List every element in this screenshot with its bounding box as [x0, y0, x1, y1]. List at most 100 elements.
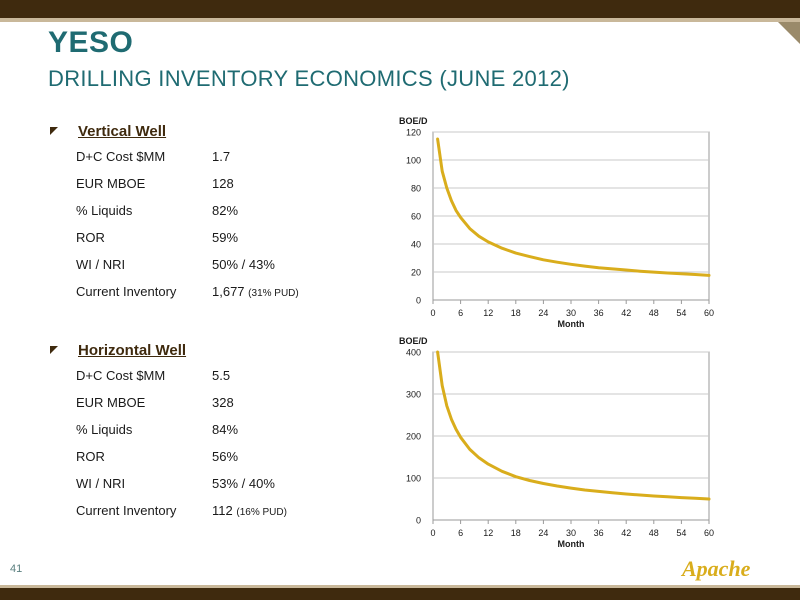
metric-value-text: 82% — [212, 203, 239, 218]
x-tick-label: 42 — [621, 308, 631, 318]
x-tick-label: 36 — [594, 308, 604, 318]
corner-fold — [778, 22, 800, 44]
metric-label: % Liquids — [76, 422, 133, 437]
metric-note: (31% PUD) — [248, 288, 299, 299]
y-axis-label: BOE/D — [399, 336, 428, 346]
y-tick-label: 300 — [406, 390, 421, 400]
metric-value-text: 59% — [212, 230, 239, 245]
vertical-metric-row: Current Inventory 1,677 (31% PUD) — [76, 278, 380, 305]
top-bar-accent — [0, 18, 800, 22]
horizontal-metric-row: % Liquids 84% — [76, 416, 380, 443]
metric-value: 56% — [212, 449, 238, 464]
decline-curve-line — [436, 350, 711, 501]
metric-note: (16% PUD) — [236, 507, 287, 518]
x-tick-label: 6 — [458, 308, 463, 318]
bottom-bar — [0, 588, 800, 600]
y-tick-label: 120 — [406, 128, 421, 138]
metric-value: 82% — [212, 203, 238, 218]
y-tick-label: 100 — [406, 474, 421, 484]
x-tick-label: 18 — [511, 308, 521, 318]
horizontal-well-decline-chart: 0 100 200 300 400 0 6 12 18 24 30 36 42 48 54 60 BOE/D Mo… — [399, 336, 714, 549]
bullet-icon — [50, 127, 58, 135]
metric-label: ROR — [76, 230, 105, 245]
metric-value: 53% / 40% — [212, 476, 275, 491]
metric-value-text: 328 — [212, 395, 234, 410]
y-tick-label: 0 — [416, 516, 421, 526]
vertical-metric-row: WI / NRI 50% / 43% — [76, 251, 380, 278]
y-tick-label: 40 — [411, 240, 421, 250]
vertical-well-metrics: D+C Cost $MM 1.7 EUR MBOE 128 % Liquids 82% RO… — [76, 143, 380, 305]
metric-value-text: 84% — [212, 422, 239, 437]
metric-label: Current Inventory — [76, 503, 177, 518]
x-axis-label: Month — [558, 319, 585, 329]
vertical-metric-row: % Liquids 82% — [76, 197, 380, 224]
metric-label: WI / NRI — [76, 476, 126, 491]
x-tick-label: 18 — [511, 528, 521, 538]
metric-label: D+C Cost $MM — [76, 368, 166, 383]
x-tick-label: 54 — [676, 308, 686, 318]
x-tick-label: 42 — [621, 528, 631, 538]
apache-logo: Apache — [682, 556, 751, 581]
x-tick-label: 24 — [538, 528, 548, 538]
metric-label: % Liquids — [76, 203, 133, 218]
x-tick-label: 60 — [704, 528, 714, 538]
metric-value: 328 — [212, 395, 234, 410]
x-tick-label: 12 — [483, 308, 493, 318]
metric-label: EUR MBOE — [76, 176, 146, 191]
y-axis-label: BOE/D — [399, 116, 428, 126]
metric-value-text: 53% / 40% — [212, 476, 275, 491]
horizontal-metric-row: EUR MBOE 328 — [76, 389, 380, 416]
decline-curve-line — [436, 137, 711, 277]
vertical-well-decline-chart: 0 20 40 60 80 100 120 0 6 12 18 24 30 36 42 48 54 60 BOE/D… — [399, 116, 714, 329]
x-tick-label: 60 — [704, 308, 714, 318]
metric-value: 84% — [212, 422, 238, 437]
horizontal-metric-row: ROR 56% — [76, 443, 380, 470]
x-tick-label: 0 — [430, 528, 435, 538]
horizontal-well-title: Horizontal Well — [78, 341, 187, 359]
vertical-well-title: Vertical Well — [78, 122, 167, 140]
x-tick-label: 48 — [649, 528, 659, 538]
vertical-metric-row: EUR MBOE 128 — [76, 170, 380, 197]
x-tick-label: 48 — [649, 308, 659, 318]
metric-label: WI / NRI — [76, 257, 126, 272]
vertical-metric-row: D+C Cost $MM 1.7 — [76, 143, 380, 170]
metric-value: 112 (16% PUD) — [212, 503, 287, 518]
x-tick-label: 24 — [538, 308, 548, 318]
x-tick-label: 54 — [676, 528, 686, 538]
metric-value: 1,677 (31% PUD) — [212, 284, 299, 299]
metric-value: 128 — [212, 176, 234, 191]
page-number: 41 — [10, 563, 23, 575]
metric-value-text: 5.5 — [212, 368, 231, 383]
horizontal-metric-row: WI / NRI 53% / 40% — [76, 470, 380, 497]
y-tick-label: 100 — [406, 156, 421, 166]
y-tick-label: 200 — [406, 432, 421, 442]
metric-value-text: 112 — [212, 503, 233, 518]
horizontal-well-heading: Horizontal Well — [50, 340, 380, 360]
slide-title: YESO — [48, 26, 134, 59]
metric-label: ROR — [76, 449, 105, 464]
bullet-icon — [50, 346, 58, 354]
x-tick-label: 30 — [566, 528, 576, 538]
metric-value: 59% — [212, 230, 238, 245]
slide-subtitle: DRILLING INVENTORY ECONOMICS (JUNE 2012) — [48, 66, 570, 91]
y-tick-label: 400 — [406, 348, 421, 358]
horizontal-well-metrics: D+C Cost $MM 5.5 EUR MBOE 328 % Liquids 84% RO… — [76, 362, 380, 524]
x-tick-label: 30 — [566, 308, 576, 318]
top-bar — [0, 0, 800, 18]
metric-value-text: 50% / 43% — [212, 257, 275, 272]
y-tick-label: 80 — [411, 184, 421, 194]
vertical-well-heading: Vertical Well — [50, 121, 380, 141]
metric-value-text: 128 — [212, 176, 234, 191]
y-tick-label: 0 — [416, 296, 421, 306]
metric-label: Current Inventory — [76, 284, 177, 299]
metric-value: 5.5 — [212, 368, 230, 383]
metric-value-text: 56% — [212, 449, 239, 464]
horizontal-metric-row: Current Inventory 112 (16% PUD) — [76, 497, 380, 524]
x-tick-label: 0 — [430, 308, 435, 318]
x-axis-label: Month — [558, 539, 585, 549]
vertical-metric-row: ROR 59% — [76, 224, 380, 251]
horizontal-well-section: Horizontal Well D+C Cost $MM 5.5 EUR MBOE 3… — [50, 340, 380, 524]
y-tick-label: 60 — [411, 212, 421, 222]
y-tick-label: 20 — [411, 268, 421, 278]
bottom-bar-accent — [0, 585, 800, 588]
